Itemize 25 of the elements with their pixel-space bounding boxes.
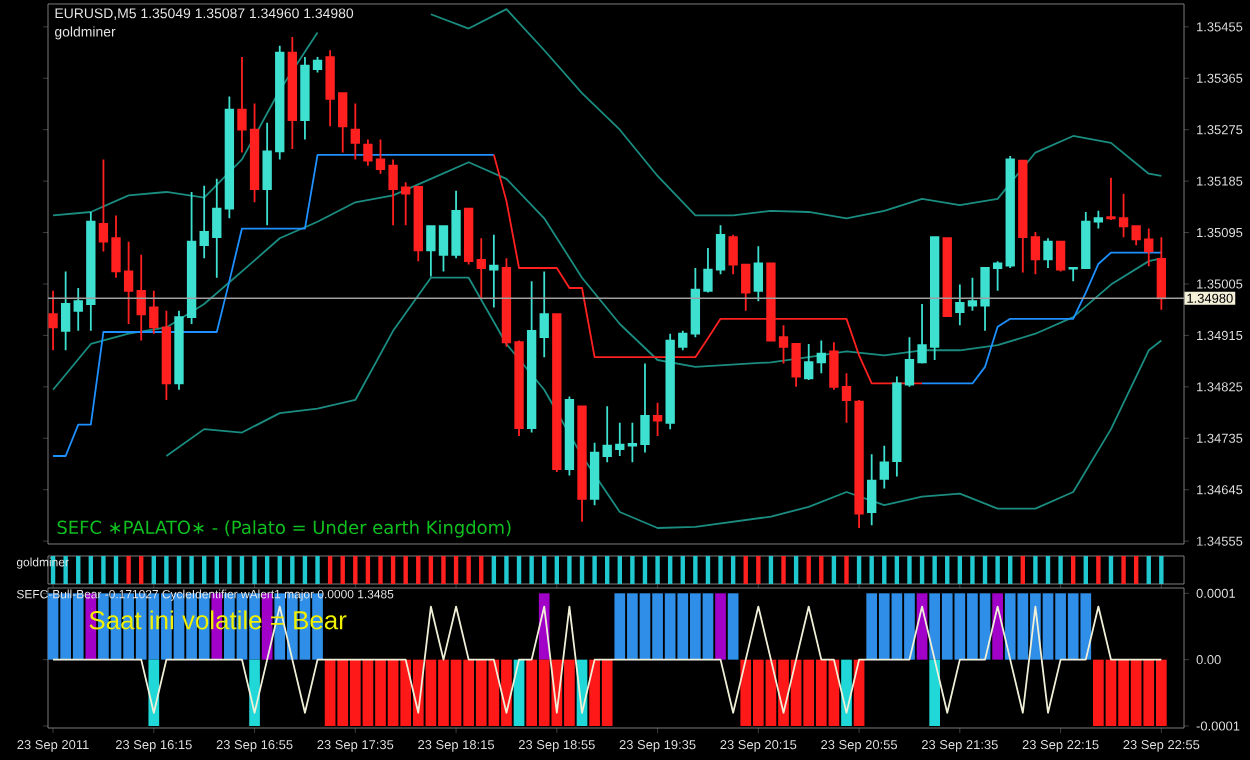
candlestick bbox=[804, 343, 814, 381]
candlestick bbox=[652, 401, 663, 437]
candlestick bbox=[48, 289, 58, 352]
candlestick bbox=[1156, 236, 1167, 311]
candlestick bbox=[854, 399, 864, 529]
candlestick bbox=[1030, 231, 1041, 276]
candlestick bbox=[589, 441, 600, 507]
candlestick bbox=[476, 237, 486, 299]
candlestick bbox=[552, 313, 562, 473]
candlestick bbox=[350, 102, 360, 161]
candlestick bbox=[224, 95, 235, 220]
candlestick bbox=[1018, 159, 1028, 274]
candlestick bbox=[60, 270, 71, 352]
candlestick bbox=[489, 233, 499, 309]
candlestick bbox=[539, 270, 549, 359]
candlestick bbox=[577, 405, 587, 523]
candlestick bbox=[413, 184, 423, 263]
candlestick bbox=[816, 339, 826, 375]
candlestick bbox=[753, 245, 764, 303]
candlestick bbox=[867, 453, 877, 527]
candlestick bbox=[1043, 237, 1053, 269]
candlestick bbox=[1093, 209, 1104, 230]
annotation: SEFC ∗PALATO∗ - (Palato = Under earth Kingdom) bbox=[57, 520, 511, 538]
candlestick bbox=[287, 36, 298, 151]
candlestick bbox=[526, 280, 537, 434]
